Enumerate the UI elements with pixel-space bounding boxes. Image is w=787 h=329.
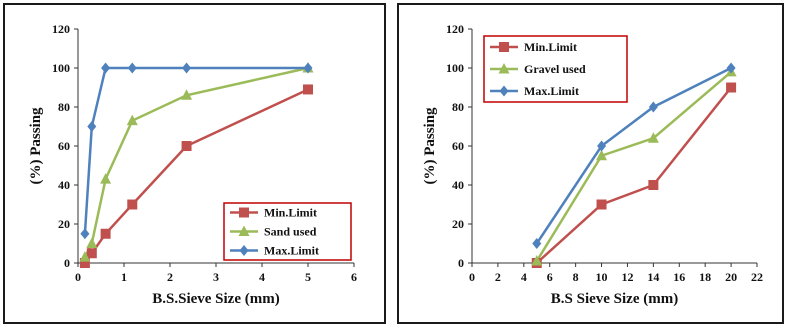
x-axis-title: B.S.Sieve Size (mm) [152,291,279,307]
y-axis-title: (%) Passing [422,107,438,185]
data-point-min-limit [596,199,607,210]
x-tick-label: 22 [751,270,763,284]
series-line-max-limit [535,66,732,245]
x-tick-label: 18 [699,270,711,284]
data-point-max-limit [80,228,90,240]
data-point-max-limit [726,62,736,74]
y-tick-label: 120 [446,22,464,36]
y-tick-label: 40 [452,178,464,192]
y-tick-label: 0 [64,256,70,270]
data-point-max-limit [87,121,97,132]
y-tick-label: 60 [58,139,70,153]
y-tick-label: 60 [452,139,464,153]
y-tick-label: 100 [446,61,464,75]
data-point-min-limit [303,84,313,95]
x-tick-label: 2 [495,270,501,284]
data-point-max-limit [101,62,111,74]
legend-label-sand-used: Sand used [264,225,317,239]
x-tick-label: 14 [647,270,659,284]
data-point-max-limit [127,62,137,74]
y-tick-label: 80 [452,100,464,114]
y-tick-label: 0 [458,256,464,270]
legend-label-min-limit: Min.Limit [264,206,317,220]
x-tick-label: 10 [596,270,608,284]
x-tick-label: 0 [469,270,475,284]
data-point-gravel-used [596,149,608,161]
y-tick-label: 20 [452,217,464,231]
data-point-min-limit [648,180,659,190]
data-point-sand-used [126,114,138,126]
legend-marker-gravel-used [498,63,510,74]
data-point-min-limit [86,248,97,259]
x-tick-label: 16 [673,270,685,284]
data-point-max-limit [648,101,658,113]
legend-marker-min-limit [499,42,509,52]
y-tick-label: 40 [58,178,70,192]
chart-panel-left: 0 20 40 60 80 100 120 0 1 2 3 4 5 6 B.S.Sieve Size (mm… [3,3,386,324]
data-point-sand-used [86,237,98,248]
legend-marker-max-limit [239,245,249,256]
data-point-sand-used [181,89,193,100]
data-point-max-limit [303,62,313,74]
x-tick-label: 6 [351,270,357,284]
legend-marker-min-limit [239,207,249,218]
series-line-gravel-used [535,70,732,262]
chart-panel-right: 0 20 40 60 80 100 120 0 2 4 6 8 10 12 14 16 18 20 22 B.S Si… [397,3,784,324]
y-tick-label: 100 [52,61,70,75]
data-point-max-limit [532,238,542,249]
legend-marker-sand-used [238,225,250,236]
x-axis-title: B.S Sieve Size (mm) [551,291,678,307]
data-point-max-limit [182,62,192,74]
x-tick-label: 3 [213,270,219,284]
data-point-sand-used [79,251,91,262]
y-tick-label: 120 [52,22,70,36]
x-tick-label: 20 [725,270,737,284]
data-point-sand-used [100,173,112,184]
legend-label-max-limit: Max.Limit [524,84,579,98]
legend-label-max-limit: Max.Limit [264,244,319,258]
data-point-min-limit [127,199,138,210]
x-tick-label: 5 [305,270,311,284]
data-point-min-limit [100,228,111,239]
y-tick-label: 20 [58,217,70,231]
data-point-gravel-used [647,132,659,143]
gravel-grading-chart: 0 20 40 60 80 100 120 0 2 4 6 8 10 12 14 16 18 20 22 B.S Si… [422,22,763,307]
x-tick-label: 2 [167,270,173,284]
x-tick-label: 1 [121,270,127,284]
series-line-min-limit [535,86,733,264]
x-tick-label: 12 [621,270,633,284]
x-tick-label: 0 [75,270,81,284]
sand-grading-chart: 0 20 40 60 80 100 120 0 1 2 3 4 5 6 B.S.Sieve Size (mm… [28,22,357,307]
legend-label-min-limit: Min.Limit [524,40,577,54]
x-tick-label: 4 [259,270,265,284]
y-axis-title: (%) Passing [28,107,44,185]
legend-label-gravel-used: Gravel used [524,62,586,76]
series-line-max-limit [83,66,308,234]
data-point-gravel-used [531,255,543,266]
y-tick-label: 80 [58,100,70,114]
x-tick-label: 6 [547,270,553,284]
x-tick-label: 4 [521,270,527,284]
data-point-min-limit [181,141,192,151]
x-tick-label: 8 [573,270,579,284]
data-point-min-limit [79,258,90,268]
legend-marker-max-limit [499,85,509,97]
data-point-min-limit [726,82,737,93]
data-point-max-limit [597,140,607,152]
